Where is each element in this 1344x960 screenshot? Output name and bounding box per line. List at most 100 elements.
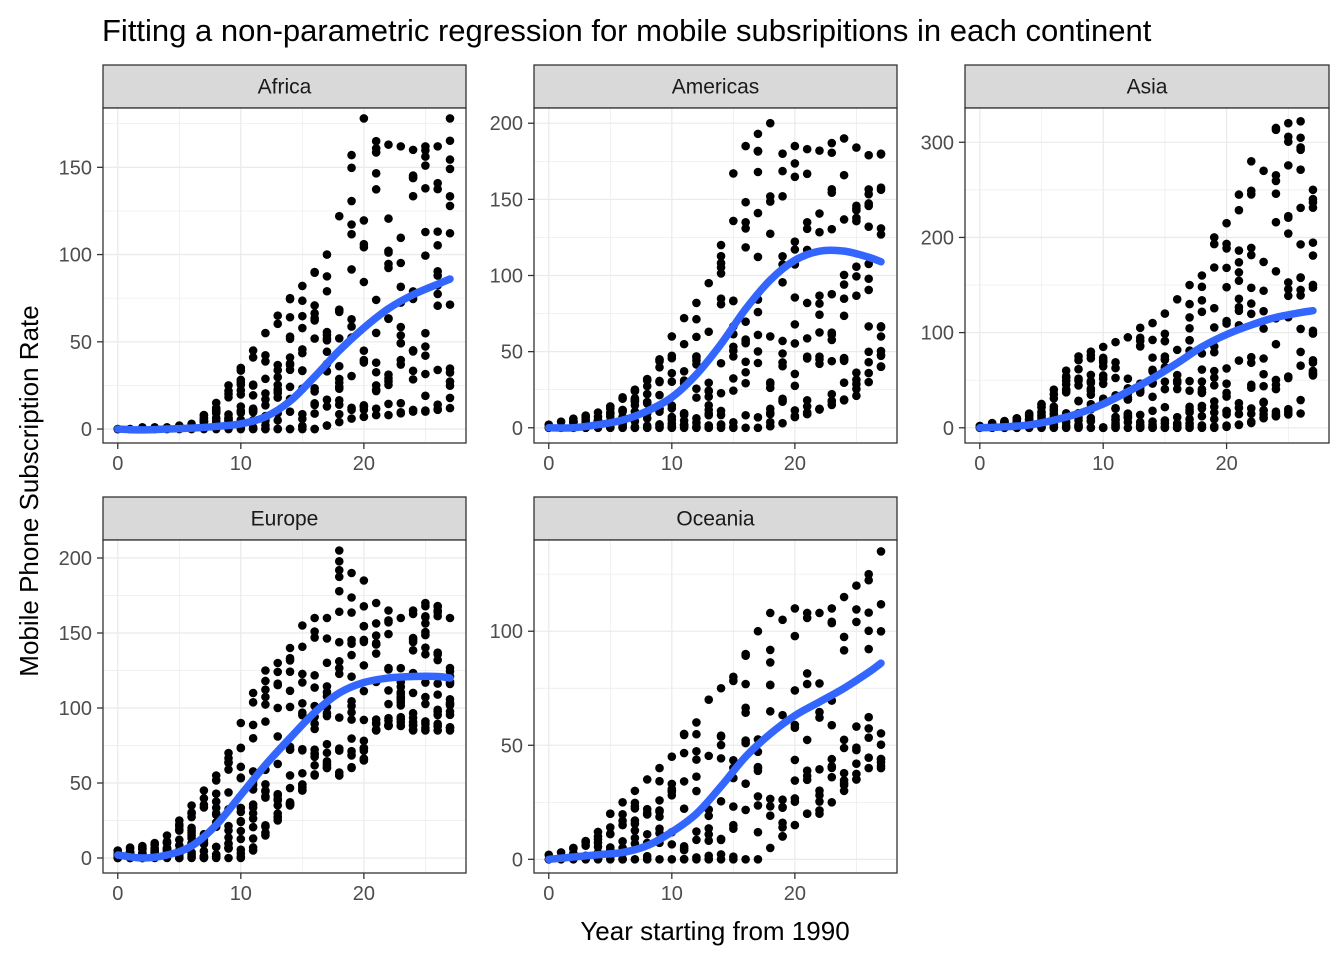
data-point: [261, 351, 270, 360]
data-point: [334, 409, 344, 419]
data-point: [421, 627, 430, 637]
data-point: [864, 357, 873, 367]
data-point: [1246, 243, 1256, 253]
data-point: [729, 676, 738, 686]
data-point: [1086, 386, 1096, 395]
data-point: [729, 296, 738, 306]
data-point: [778, 802, 787, 812]
data-point: [433, 301, 442, 311]
data-point: [359, 114, 369, 123]
data-point: [655, 377, 664, 387]
data-point: [310, 384, 319, 393]
data-point: [273, 791, 283, 800]
data-point: [433, 679, 442, 688]
data-point: [371, 148, 381, 157]
data-point: [1246, 409, 1256, 419]
data-point: [852, 745, 861, 755]
data-point: [753, 855, 763, 864]
data-point: [384, 629, 393, 639]
y-tick-label: 300: [921, 132, 954, 154]
data-point: [236, 402, 246, 411]
y-tick-label: 150: [490, 189, 523, 211]
data-point: [211, 842, 221, 852]
data-point: [421, 328, 430, 338]
data-point: [864, 322, 873, 331]
data-point: [322, 711, 332, 721]
data-point: [334, 361, 344, 371]
data-point: [384, 314, 393, 323]
data-point: [692, 718, 701, 727]
data-point: [396, 233, 406, 243]
y-tick-label: 100: [921, 323, 954, 345]
data-point: [421, 351, 430, 360]
data-point: [839, 632, 849, 642]
data-point: [778, 823, 787, 832]
data-point: [802, 395, 812, 405]
data-point: [765, 378, 775, 387]
data-point: [396, 663, 406, 673]
data-point: [248, 720, 258, 730]
data-point: [802, 679, 812, 689]
data-point: [1308, 203, 1318, 212]
data-point: [396, 322, 406, 332]
data-point: [778, 252, 787, 261]
data-point: [630, 819, 640, 829]
data-point: [1135, 323, 1145, 333]
facet-strip: [102, 64, 467, 109]
data-point: [347, 568, 356, 578]
data-point: [1172, 294, 1182, 304]
data-point: [310, 671, 319, 680]
data-point: [1148, 406, 1157, 416]
data-point: [593, 842, 603, 852]
data-point: [704, 751, 714, 761]
data-point: [445, 707, 455, 716]
data-point: [359, 576, 369, 585]
data-point: [310, 309, 319, 318]
data-point: [1246, 190, 1256, 199]
data-point: [790, 159, 800, 168]
x-axis-ticks: 0 10 20: [112, 443, 375, 475]
data-point: [1209, 381, 1219, 390]
data-point: [322, 748, 332, 758]
data-point: [384, 617, 393, 627]
data-point: [864, 201, 873, 211]
data-point: [310, 301, 319, 310]
data-point: [815, 310, 824, 319]
data-point: [1246, 283, 1256, 293]
data-point: [790, 320, 800, 329]
data-point: [445, 377, 455, 386]
data-point: [876, 224, 886, 233]
data-point: [310, 770, 319, 779]
data-point: [1234, 409, 1244, 419]
data-point: [347, 403, 356, 413]
data-point: [581, 838, 590, 847]
data-point: [679, 845, 689, 855]
data-point: [716, 835, 726, 845]
data-point: [876, 761, 886, 771]
data-point: [642, 810, 652, 819]
data-point: [408, 708, 418, 718]
data-point: [1259, 324, 1268, 333]
data-point: [1123, 374, 1133, 383]
data-point: [679, 408, 689, 418]
y-axis-ticks: 0 50 100 150 200: [59, 548, 103, 870]
data-point: [1172, 420, 1182, 430]
data-point: [298, 642, 307, 652]
data-point: [642, 851, 652, 861]
data-point: [667, 351, 677, 361]
data-point: [174, 826, 184, 835]
data-point: [1061, 376, 1071, 385]
data-point: [445, 155, 455, 164]
y-tick-label: 200: [59, 548, 92, 570]
data-point: [1283, 284, 1293, 294]
x-tick-label: 20: [353, 453, 375, 475]
data-point: [1283, 278, 1293, 287]
data-point: [864, 377, 873, 387]
data-point: [802, 613, 812, 623]
data-point: [261, 328, 270, 338]
facet-panel-oceania: Oceania 0 10 20 0 50 100: [490, 496, 898, 905]
data-point: [396, 338, 406, 348]
data-point: [790, 141, 800, 151]
data-point: [408, 145, 418, 155]
